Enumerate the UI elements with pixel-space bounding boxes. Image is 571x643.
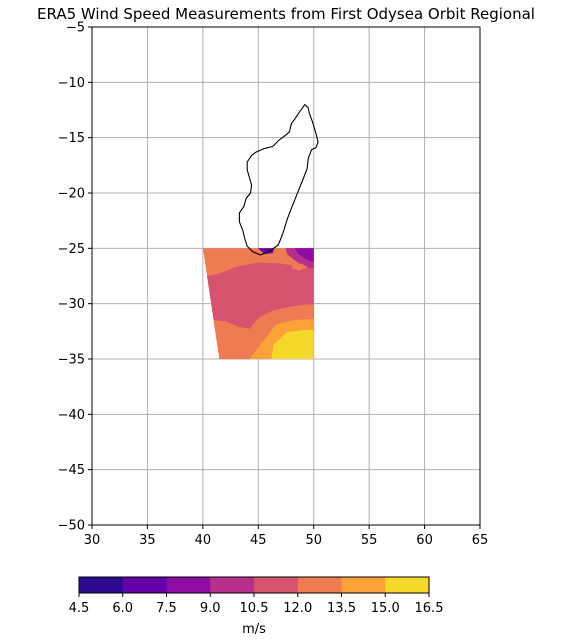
x-tick-label: 60	[416, 533, 433, 548]
colorbar-tick-label: 7.5	[156, 601, 177, 616]
colorbar-tick-label: 9.0	[200, 601, 221, 616]
plot-frame	[91, 26, 481, 526]
colorbar-tick-label: 6.0	[112, 601, 133, 616]
contour-band	[291, 263, 308, 271]
y-tick-label: −25	[58, 242, 85, 257]
colorbar-segment	[341, 577, 386, 593]
y-tick-label: −5	[66, 21, 85, 36]
colorbar-segment	[254, 577, 299, 593]
coastline-madagascar	[238, 103, 319, 256]
y-tick-label: −40	[58, 408, 85, 423]
contour-bands	[202, 248, 314, 359]
y-tick-label: −10	[58, 76, 85, 91]
colorbar-tick-label: 4.5	[69, 601, 90, 616]
colorbar-tick-label: 10.5	[240, 601, 269, 616]
x-tick-label: 50	[305, 533, 322, 548]
colorbar-tick-label: 12.0	[283, 601, 312, 616]
y-tick-label: −15	[58, 131, 85, 146]
x-tick-label: 35	[139, 533, 156, 548]
colorbar-segment	[210, 577, 255, 593]
contour-band	[294, 248, 314, 262]
colorbar-segment	[385, 577, 430, 593]
contour-band	[271, 329, 314, 359]
y-tick-label: −50	[58, 519, 85, 534]
chart-title: ERA5 Wind Speed Measurements from First …	[37, 5, 535, 23]
y-tick-label: −30	[58, 297, 85, 312]
colorbar-tick-label: 15.0	[371, 601, 400, 616]
y-tick-label: −35	[58, 353, 85, 368]
colorbar-tick-label: 13.5	[327, 601, 356, 616]
colorbar: 4.5 6.0 7.5 9.0 10.5 12.0 13.5 15.0 16.5	[69, 576, 444, 616]
y-axis: −5 −10 −15 −20 −25 −30 −35 −40 −45 −50	[58, 21, 92, 534]
x-tick-label: 65	[472, 533, 489, 548]
y-tick-label: −45	[58, 463, 85, 478]
x-tick-label: 40	[195, 533, 212, 548]
colorbar-tick-label: 16.5	[415, 601, 444, 616]
colorbar-segment	[122, 577, 167, 593]
x-axis: 30 35 40 45 50 55 60 65	[84, 525, 489, 548]
colorbar-segment	[166, 577, 211, 593]
colorbar-segment	[79, 577, 124, 593]
x-tick-label: 55	[361, 533, 378, 548]
coastline-layer	[238, 103, 319, 256]
contour-band	[257, 248, 275, 255]
wind-speed-field	[202, 248, 314, 359]
colorbar-segment	[297, 577, 342, 593]
x-tick-label: 30	[84, 533, 101, 548]
x-tick-label: 45	[250, 533, 267, 548]
y-tick-label: −20	[58, 187, 85, 202]
colorbar-label: m/s	[242, 622, 266, 637]
